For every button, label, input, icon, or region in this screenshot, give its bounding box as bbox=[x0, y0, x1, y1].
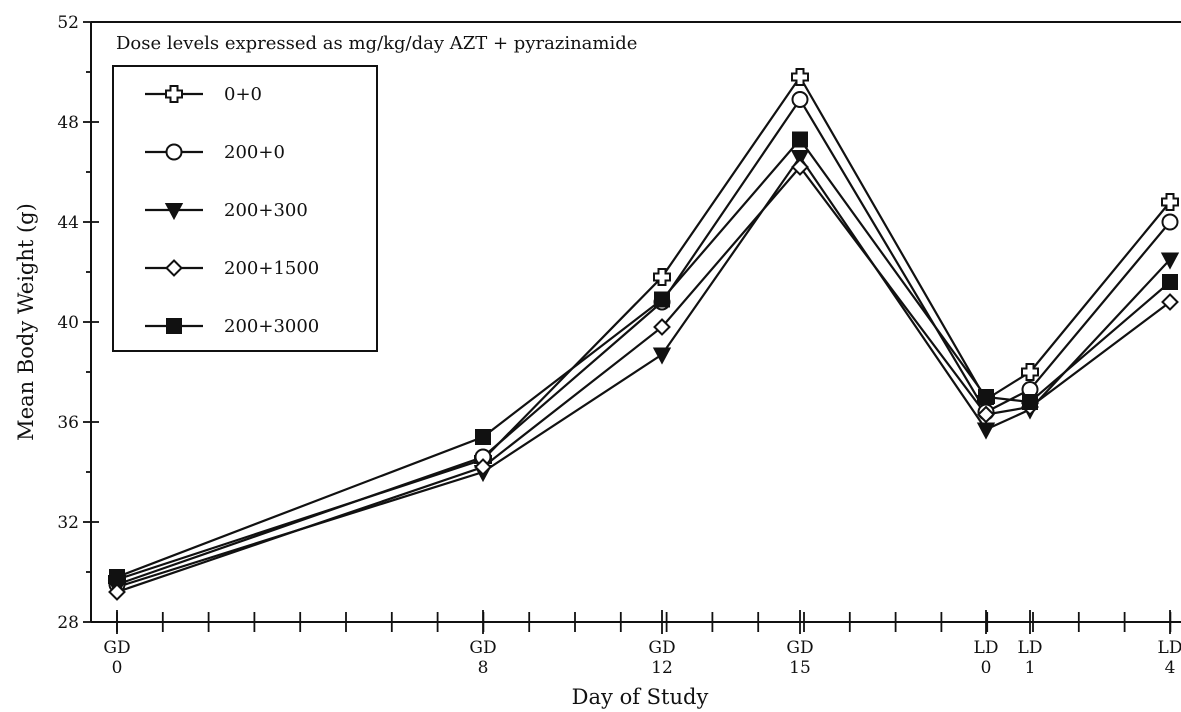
legend-label: 200+1500 bbox=[224, 258, 319, 279]
series-layer bbox=[107, 68, 1180, 601]
x-tick-label-top: GD bbox=[786, 638, 813, 658]
x-tick-label-bottom: 1 bbox=[1025, 658, 1036, 678]
data-point bbox=[1161, 213, 1179, 231]
data-point bbox=[791, 91, 809, 108]
x-tick-label-bottom: 8 bbox=[478, 658, 489, 678]
legend-item: 200+0 bbox=[145, 142, 285, 163]
series-markers-200+1500 bbox=[108, 158, 1179, 601]
data-point bbox=[475, 429, 491, 445]
x-tick-label-bottom: 12 bbox=[651, 658, 673, 678]
y-tick-label: 36 bbox=[57, 413, 79, 433]
y-ticks: 28 32 36 40 44 48 52 bbox=[57, 13, 99, 633]
data-point bbox=[790, 150, 810, 168]
legend-label: 200+3000 bbox=[224, 316, 319, 337]
legend-marker bbox=[164, 203, 184, 221]
data-point bbox=[1161, 293, 1179, 311]
legend-label: 200+300 bbox=[224, 200, 308, 221]
x-tick-label-bottom: 15 bbox=[789, 658, 811, 678]
x-tick-label-bottom: 4 bbox=[1165, 658, 1176, 678]
data-point bbox=[1160, 252, 1180, 270]
legend-marker bbox=[166, 318, 182, 334]
legend: 0+0 200+0 200+300 200+1500 200+3000 bbox=[112, 65, 378, 352]
legend-item: 200+3000 bbox=[145, 316, 319, 337]
legend-item: 0+0 bbox=[145, 84, 262, 105]
data-point bbox=[1161, 193, 1179, 211]
x-axis-title: Day of Study bbox=[572, 685, 709, 709]
data-point bbox=[1021, 363, 1039, 381]
legend-box bbox=[112, 65, 378, 352]
data-point bbox=[792, 131, 808, 148]
data-point bbox=[108, 583, 126, 601]
x-tick-label-top: GD bbox=[469, 638, 496, 658]
y-tick-label: 48 bbox=[57, 113, 79, 133]
legend-label: 0+0 bbox=[224, 84, 262, 105]
legend-marker bbox=[165, 85, 183, 103]
x-tick-label-top: GD bbox=[103, 638, 130, 658]
y-tick-label: 44 bbox=[57, 213, 79, 233]
data-point bbox=[652, 347, 672, 365]
x-tick-label-top: LD bbox=[1158, 638, 1181, 658]
legend-item: 200+1500 bbox=[145, 258, 319, 279]
data-point bbox=[1022, 394, 1038, 410]
y-tick-label: 40 bbox=[57, 313, 79, 333]
series-markers-200+3000 bbox=[109, 131, 1178, 585]
data-point bbox=[109, 569, 125, 585]
legend-marker bbox=[165, 259, 183, 277]
data-point bbox=[978, 389, 994, 405]
data-point bbox=[654, 291, 670, 308]
data-point bbox=[977, 405, 995, 424]
x-tick-label-bottom: 0 bbox=[981, 658, 992, 678]
data-point bbox=[474, 458, 492, 476]
data-point bbox=[1162, 274, 1178, 290]
y-tick-label: 32 bbox=[57, 513, 79, 533]
y-tick-label: 28 bbox=[57, 613, 79, 633]
data-point bbox=[791, 158, 809, 176]
x-tick-label-top: GD bbox=[648, 638, 675, 658]
x-tick-label-bottom: 0 bbox=[112, 658, 123, 678]
y-axis-title: Mean Body Weight (g) bbox=[14, 203, 38, 441]
x-tick-label-top: LD bbox=[1018, 638, 1043, 658]
legend-marker bbox=[165, 143, 183, 161]
x-tick-label-top: LD bbox=[974, 638, 999, 658]
legend-label: 200+0 bbox=[224, 142, 285, 163]
dose-note: Dose levels expressed as mg/kg/day AZT +… bbox=[116, 33, 637, 54]
y-tick-label: 52 bbox=[57, 13, 79, 33]
data-point bbox=[653, 268, 671, 286]
data-point bbox=[791, 68, 809, 86]
legend-item: 200+300 bbox=[145, 200, 308, 221]
data-point bbox=[976, 422, 996, 440]
data-point bbox=[653, 318, 671, 336]
